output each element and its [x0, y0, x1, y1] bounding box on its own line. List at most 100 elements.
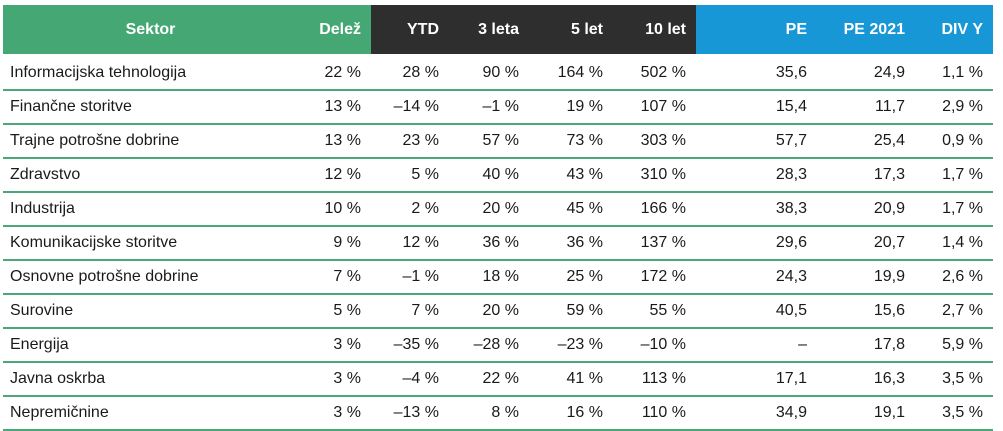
- cell-10-let: 310 %: [613, 158, 696, 193]
- header-ytd: YTD: [371, 5, 449, 54]
- cell-sektor: Finančne storitve: [3, 90, 298, 125]
- cell-3-leta: 20 %: [449, 294, 529, 329]
- cell-div-y: 5,9 %: [918, 328, 993, 363]
- cell-pe: 28,3: [696, 158, 820, 193]
- cell-ytd: 23 %: [371, 124, 449, 159]
- cell-5-let: 41 %: [529, 362, 613, 397]
- cell-div-y: 1,7 %: [918, 158, 993, 193]
- cell-3-leta: 18 %: [449, 260, 529, 295]
- cell-5-let: –23 %: [529, 328, 613, 363]
- cell-10-let: 55 %: [613, 294, 696, 329]
- cell-delez: 10 %: [298, 192, 371, 227]
- cell-3-leta: 40 %: [449, 158, 529, 193]
- cell-pe-2021: 16,3: [820, 362, 918, 397]
- cell-ytd: –4 %: [371, 362, 449, 397]
- cell-pe: 40,5: [696, 294, 820, 329]
- header-pe-2021: PE 2021: [820, 5, 918, 54]
- cell-pe: –: [696, 328, 820, 363]
- cell-delez: 13 %: [298, 90, 371, 125]
- cell-delez: 3 %: [298, 362, 371, 397]
- table-row: Nepremičnine 3 % –13 % 8 % 16 % 110 % 34,9 19,1…: [3, 396, 993, 431]
- cell-10-let: 166 %: [613, 192, 696, 227]
- cell-3-leta: –1 %: [449, 90, 529, 125]
- cell-delez: 9 %: [298, 226, 371, 261]
- table-row: Informacijska tehnologija 22 % 28 % 90 % 164…: [3, 54, 993, 91]
- cell-ytd: 2 %: [371, 192, 449, 227]
- cell-pe: 35,6: [696, 54, 820, 91]
- cell-5-let: 36 %: [529, 226, 613, 261]
- cell-3-leta: 57 %: [449, 124, 529, 159]
- header-row: Sektor Delež YTD 3 leta 5 let 10 let PE …: [3, 5, 993, 54]
- cell-pe-2021: 20,7: [820, 226, 918, 261]
- cell-delez: 7 %: [298, 260, 371, 295]
- cell-5-let: 25 %: [529, 260, 613, 295]
- cell-pe: 17,1: [696, 362, 820, 397]
- header-sektor: Sektor: [3, 5, 298, 54]
- cell-pe: 38,3: [696, 192, 820, 227]
- cell-10-let: 303 %: [613, 124, 696, 159]
- cell-sektor: Informacijska tehnologija: [3, 54, 298, 91]
- cell-pe: 15,4: [696, 90, 820, 125]
- cell-pe-2021: 11,7: [820, 90, 918, 125]
- cell-div-y: 2,7 %: [918, 294, 993, 329]
- table-header: Sektor Delež YTD 3 leta 5 let 10 let PE …: [3, 5, 993, 54]
- cell-div-y: 1,7 %: [918, 192, 993, 227]
- cell-10-let: 110 %: [613, 396, 696, 431]
- sector-table-container: Sektor Delež YTD 3 leta 5 let 10 let PE …: [3, 5, 993, 431]
- header-3-leta: 3 leta: [449, 5, 529, 54]
- cell-5-let: 59 %: [529, 294, 613, 329]
- cell-sektor: Nepremičnine: [3, 396, 298, 431]
- cell-pe-2021: 15,6: [820, 294, 918, 329]
- cell-pe: 24,3: [696, 260, 820, 295]
- header-5-let: 5 let: [529, 5, 613, 54]
- table-row: Osnovne potrošne dobrine 7 % –1 % 18 % 25 % 1…: [3, 260, 993, 295]
- cell-delez: 22 %: [298, 54, 371, 91]
- cell-pe: 34,9: [696, 396, 820, 431]
- cell-div-y: 0,9 %: [918, 124, 993, 159]
- sector-table: Sektor Delež YTD 3 leta 5 let 10 let PE …: [3, 5, 993, 431]
- header-div-y: DIV Y: [918, 5, 993, 54]
- cell-sektor: Komunikacijske storitve: [3, 226, 298, 261]
- cell-sektor: Energija: [3, 328, 298, 363]
- cell-div-y: 2,9 %: [918, 90, 993, 125]
- header-pe: PE: [696, 5, 820, 54]
- cell-sektor: Trajne potrošne dobrine: [3, 124, 298, 159]
- cell-5-let: 16 %: [529, 396, 613, 431]
- table-row: Surovine 5 % 7 % 20 % 59 % 55 % 40,5 15,6 2,7 %: [3, 294, 993, 329]
- cell-5-let: 164 %: [529, 54, 613, 91]
- cell-pe-2021: 20,9: [820, 192, 918, 227]
- cell-ytd: 12 %: [371, 226, 449, 261]
- cell-3-leta: –28 %: [449, 328, 529, 363]
- cell-3-leta: 22 %: [449, 362, 529, 397]
- table-row: Komunikacijske storitve 9 % 12 % 36 % 36 % 13…: [3, 226, 993, 261]
- cell-5-let: 45 %: [529, 192, 613, 227]
- cell-pe-2021: 25,4: [820, 124, 918, 159]
- cell-pe-2021: 19,1: [820, 396, 918, 431]
- cell-div-y: 3,5 %: [918, 396, 993, 431]
- cell-delez: 12 %: [298, 158, 371, 193]
- cell-div-y: 2,6 %: [918, 260, 993, 295]
- cell-delez: 13 %: [298, 124, 371, 159]
- cell-10-let: 113 %: [613, 362, 696, 397]
- table-row: Finančne storitve 13 % –14 % –1 % 19 % 107 % 1…: [3, 90, 993, 125]
- table-row: Industrija 10 % 2 % 20 % 45 % 166 % 38,3 20,9 1,…: [3, 192, 993, 227]
- cell-ytd: –13 %: [371, 396, 449, 431]
- table-body: Informacijska tehnologija 22 % 28 % 90 % 164…: [3, 54, 993, 431]
- header-10-let: 10 let: [613, 5, 696, 54]
- cell-3-leta: 8 %: [449, 396, 529, 431]
- cell-ytd: –1 %: [371, 260, 449, 295]
- header-delez: Delež: [298, 5, 371, 54]
- cell-sektor: Zdravstvo: [3, 158, 298, 193]
- cell-5-let: 73 %: [529, 124, 613, 159]
- cell-5-let: 43 %: [529, 158, 613, 193]
- cell-10-let: 172 %: [613, 260, 696, 295]
- cell-3-leta: 90 %: [449, 54, 529, 91]
- cell-delez: 5 %: [298, 294, 371, 329]
- cell-delez: 3 %: [298, 328, 371, 363]
- cell-10-let: 502 %: [613, 54, 696, 91]
- cell-div-y: 1,1 %: [918, 54, 993, 91]
- table-row: Energija 3 % –35 % –28 % –23 % –10 % –17,8 5,9 …: [3, 328, 993, 363]
- table-row: Trajne potrošne dobrine 13 % 23 % 57 % 73 % 3…: [3, 124, 993, 159]
- cell-10-let: 107 %: [613, 90, 696, 125]
- cell-ytd: –35 %: [371, 328, 449, 363]
